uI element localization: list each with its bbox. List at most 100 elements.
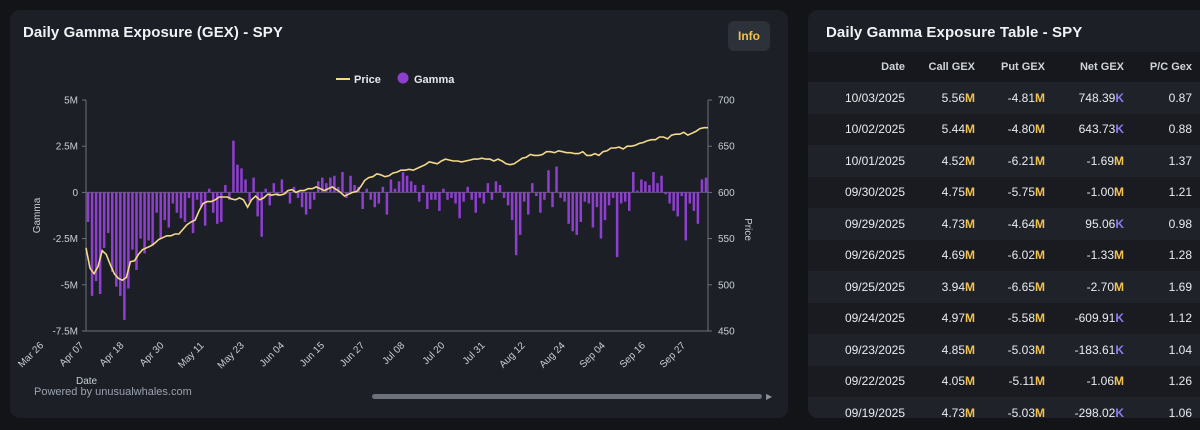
gamma-bar: [288, 192, 292, 204]
gamma-bar: [591, 192, 595, 228]
cell-call-gex-unit: M: [965, 185, 975, 200]
cell-net-gex-value: -2.70: [1086, 279, 1114, 294]
cell-net-gex-value: -1.06: [1086, 374, 1114, 389]
gamma-bar: [232, 140, 235, 193]
gex-chart-panel: Daily Gamma Exposure (GEX) - SPY Info 5M…: [10, 10, 788, 418]
table-row: 09/30/2025 4.75M -5.75M -1.00M 1.21: [808, 176, 1200, 208]
gamma-bar: [527, 192, 530, 215]
cell-put-gex-unit: M: [1035, 248, 1045, 263]
x-tick-label: May 23: [216, 340, 247, 371]
gamma-bar: [648, 185, 651, 193]
gamma-bar: [446, 192, 449, 200]
gamma-bar: [660, 175, 663, 193]
gamma-bar: [700, 179, 704, 193]
gamma-bar: [292, 186, 296, 193]
info-button[interactable]: Info: [728, 21, 770, 51]
cell-net-gex-value: 748.39: [1078, 90, 1116, 105]
chart-scrollbar-thumb[interactable]: [372, 394, 762, 399]
gamma-bar: [228, 192, 231, 200]
x-axis-title: Date: [76, 376, 98, 387]
gamma-bar: [272, 183, 276, 193]
gamma-bar: [680, 192, 683, 197]
gamma-bar: [131, 192, 134, 250]
gamma-bar: [567, 192, 570, 224]
cell-put-gex-unit: M: [1035, 405, 1045, 418]
x-tick-label: Apr 18: [98, 340, 127, 369]
cell-put-gex: -5.75M: [983, 176, 1053, 208]
cell-call-gex: 5.44M: [913, 113, 983, 145]
gamma-bar: [474, 192, 478, 213]
cell-put-gex-value: -6.02: [1007, 248, 1035, 263]
cell-call-gex-value: 4.73: [941, 216, 965, 231]
gamma-bar: [422, 185, 425, 193]
cell-net-gex: -1.06M: [1053, 365, 1132, 397]
gamma-bar: [615, 192, 619, 258]
cell-date: 10/01/2025: [808, 145, 913, 177]
table-row: 09/26/2025 4.69M -6.02M -1.33M 1.28: [808, 239, 1200, 271]
y-tick-label: 2.5M: [56, 142, 78, 153]
gamma-bar: [236, 164, 239, 193]
column-header-date[interactable]: Date: [808, 52, 913, 82]
cell-net-gex: -1.00M: [1053, 176, 1132, 208]
cell-call-gex: 4.69M: [913, 239, 983, 271]
gamma-bar: [268, 192, 272, 206]
chart-scrollbar[interactable]: ▶: [372, 392, 773, 401]
gamma-bar: [312, 192, 316, 200]
gamma-bar: [640, 179, 643, 193]
cell-put-gex: -5.03M: [983, 397, 1053, 418]
gamma-bar: [599, 192, 603, 239]
cell-net-gex-unit: K: [1115, 405, 1124, 418]
gamma-bar: [531, 183, 534, 193]
cell-pc-gex: 1.12: [1132, 302, 1200, 334]
x-tick-label: Jun 15: [298, 340, 327, 369]
cell-date-value: 10/03/2025: [844, 90, 905, 105]
cell-pc-gex: 1.28: [1132, 239, 1200, 271]
gamma-bar: [381, 186, 385, 193]
cell-pc-gex-value: 1.28: [1168, 248, 1192, 263]
cell-put-gex: -4.64M: [983, 208, 1053, 240]
y2-tick-label: 500: [718, 280, 735, 291]
cell-put-gex-value: -5.03: [1007, 342, 1035, 357]
gamma-bar: [417, 192, 421, 202]
gamma-bar: [90, 192, 94, 296]
gamma-bar: [119, 192, 122, 296]
gamma-bar: [207, 188, 211, 193]
cell-net-gex-value: 95.06: [1085, 216, 1116, 231]
cell-put-gex-unit: M: [1035, 342, 1045, 357]
cell-pc-gex-value: 1.06: [1168, 405, 1192, 418]
gamma-bar: [506, 192, 510, 206]
gamma-bar: [466, 186, 469, 193]
x-tick-label: Mar 26: [16, 340, 46, 370]
cell-put-gex-unit: M: [1035, 153, 1045, 168]
cell-put-gex-unit: M: [1035, 374, 1045, 389]
y-axis-title: Gamma: [32, 197, 43, 233]
cell-date-value: 09/25/2025: [844, 279, 905, 294]
cell-net-gex-value: -1.33: [1086, 248, 1114, 263]
cell-put-gex-unit: M: [1035, 279, 1045, 294]
gamma-bar: [409, 181, 413, 193]
cell-pc-gex-value: 0.88: [1168, 122, 1192, 137]
cell-put-gex: -5.03M: [983, 334, 1053, 366]
cell-net-gex: 643.73K: [1053, 113, 1132, 145]
cell-put-gex-value: -4.80: [1007, 122, 1035, 137]
gamma-bar: [522, 192, 526, 202]
scroll-right-arrow-icon[interactable]: ▶: [766, 392, 773, 401]
column-header-put-gex[interactable]: Put GEX: [983, 52, 1053, 82]
column-header-pc-gex[interactable]: P/C Gex: [1132, 52, 1200, 82]
cell-call-gex-value: 5.56: [941, 90, 965, 105]
cell-call-gex-value: 5.44: [941, 122, 965, 137]
cell-date-value: 09/19/2025: [844, 405, 905, 418]
cell-net-gex-value: -609.91: [1074, 311, 1116, 326]
gex-table-panel: Daily Gamma Exposure Table - SPY Date Ca…: [808, 10, 1200, 418]
cell-net-gex-unit: M: [1114, 279, 1124, 294]
gamma-bar: [102, 192, 106, 248]
table-row: 10/02/2025 5.44M -4.80M 643.73K 0.88: [808, 113, 1200, 145]
column-header-net-gex[interactable]: Net GEX: [1053, 52, 1132, 82]
column-header-call-gex[interactable]: Call GEX: [913, 52, 983, 82]
x-tick-label: Jul 31: [461, 340, 488, 367]
cell-put-gex-value: -4.81: [1007, 90, 1035, 105]
gamma-bar: [163, 192, 167, 221]
gamma-legend-label: Gamma: [414, 74, 455, 86]
gamma-bar: [333, 175, 336, 193]
gamma-bar: [551, 192, 554, 208]
